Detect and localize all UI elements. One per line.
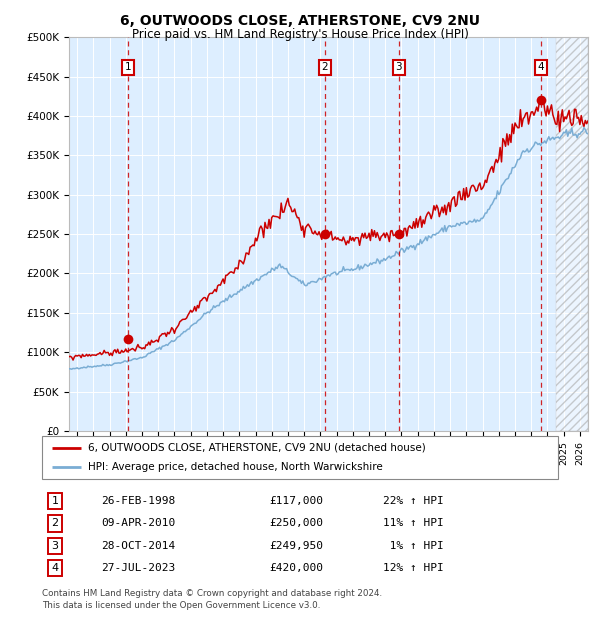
Text: £420,000: £420,000 xyxy=(269,563,323,573)
Text: 3: 3 xyxy=(52,541,58,551)
Text: Price paid vs. HM Land Registry's House Price Index (HPI): Price paid vs. HM Land Registry's House … xyxy=(131,28,469,41)
Text: £250,000: £250,000 xyxy=(269,518,323,528)
Text: 12% ↑ HPI: 12% ↑ HPI xyxy=(383,563,443,573)
Text: 1: 1 xyxy=(52,496,58,506)
Text: 3: 3 xyxy=(395,62,402,72)
Text: 4: 4 xyxy=(538,62,544,72)
Text: £249,950: £249,950 xyxy=(269,541,323,551)
Bar xyxy=(556,37,588,431)
FancyBboxPatch shape xyxy=(42,436,558,479)
Text: 09-APR-2010: 09-APR-2010 xyxy=(101,518,176,528)
Text: 1% ↑ HPI: 1% ↑ HPI xyxy=(383,541,443,551)
Text: £117,000: £117,000 xyxy=(269,496,323,506)
Text: 22% ↑ HPI: 22% ↑ HPI xyxy=(383,496,443,506)
Text: 11% ↑ HPI: 11% ↑ HPI xyxy=(383,518,443,528)
Text: 1: 1 xyxy=(125,62,131,72)
Text: HPI: Average price, detached house, North Warwickshire: HPI: Average price, detached house, Nort… xyxy=(88,463,383,472)
Text: 28-OCT-2014: 28-OCT-2014 xyxy=(101,541,176,551)
Text: 26-FEB-1998: 26-FEB-1998 xyxy=(101,496,176,506)
Bar xyxy=(556,37,588,431)
Text: 6, OUTWOODS CLOSE, ATHERSTONE, CV9 2NU (detached house): 6, OUTWOODS CLOSE, ATHERSTONE, CV9 2NU (… xyxy=(88,443,426,453)
Text: 6, OUTWOODS CLOSE, ATHERSTONE, CV9 2NU: 6, OUTWOODS CLOSE, ATHERSTONE, CV9 2NU xyxy=(120,14,480,28)
Text: 27-JUL-2023: 27-JUL-2023 xyxy=(101,563,176,573)
Text: 4: 4 xyxy=(52,563,58,573)
Text: 2: 2 xyxy=(322,62,328,72)
Text: 2: 2 xyxy=(52,518,58,528)
Text: Contains HM Land Registry data © Crown copyright and database right 2024.
This d: Contains HM Land Registry data © Crown c… xyxy=(42,589,382,610)
